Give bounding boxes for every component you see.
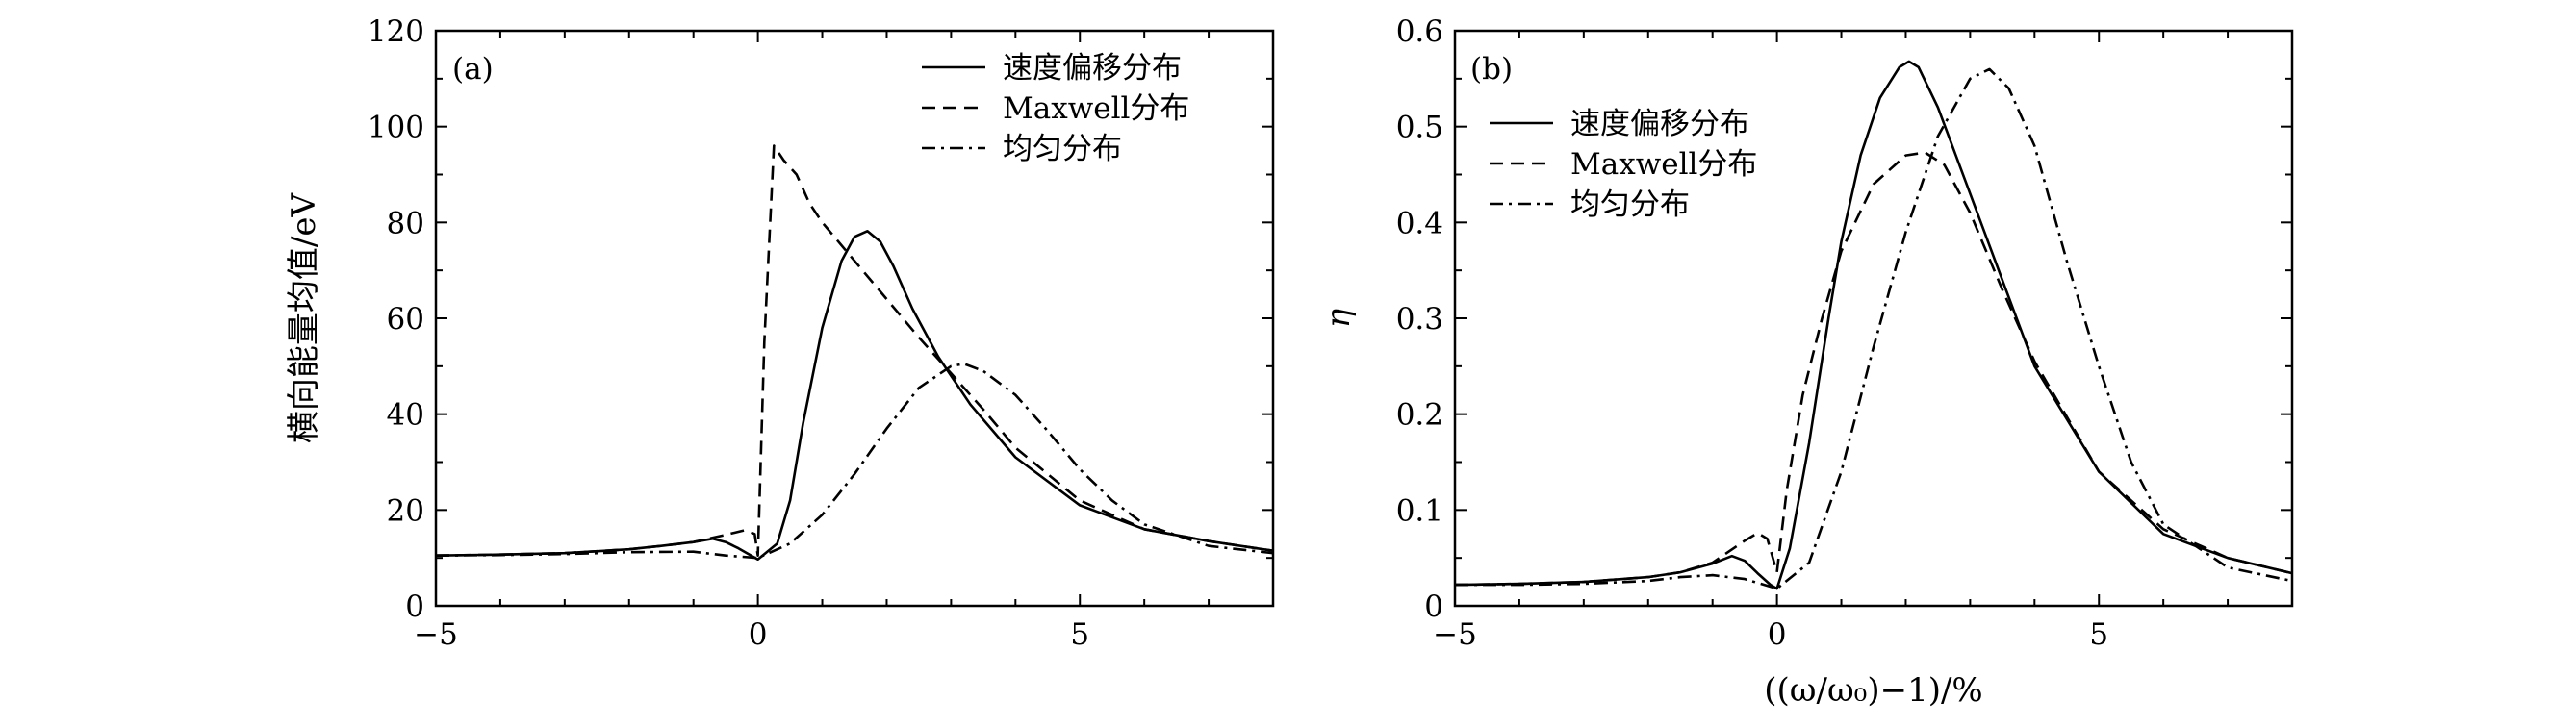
y-tick-label-a: 80 [387,206,424,240]
legend-label-b-dashdot: 均匀分布 [1570,188,1690,222]
y-axis-title-a: 横向能量均值/eV [285,191,323,443]
series-line-b-dashed [1455,151,2292,587]
y-tick-label-b: 0.6 [1396,14,1443,49]
legend-label-a-dashdot: 均匀分布 [1003,132,1122,166]
series-line-b-dashdot [1455,67,2292,590]
y-tick-label-b: 0 [1424,589,1443,624]
panel-label-b: (b) [1470,52,1513,87]
series-line-a-dashed [436,144,1273,557]
y-tick-label-b: 0.4 [1396,206,1443,240]
y-tick-label-a: 120 [368,14,424,49]
legend-label-a-dashed: Maxwell分布 [1003,91,1189,126]
series-lines-a [436,144,1273,561]
legend-label-a-solid: 速度偏移分布 [1003,51,1182,86]
series-line-a-dashdot [436,363,1273,560]
y-tick-label-b: 0.5 [1396,111,1443,145]
y-tick-label-b: 0.2 [1396,398,1443,433]
series-line-a-solid [436,230,1273,561]
legend-label-b-solid: 速度偏移分布 [1570,107,1749,141]
y-tick-label-a: 100 [368,111,424,145]
x-tick-label-a: 0 [749,617,768,652]
y-tick-label-a: 20 [387,493,424,528]
y-tick-label-a: 40 [387,398,424,433]
x-tick-label-b: 0 [1768,617,1787,652]
x-tick-label-a: 5 [1070,617,1089,652]
series-lines-b [1455,60,2292,590]
y-tick-label-a: 0 [405,589,424,624]
axis-ticks-b: −5 0 500.10.20.30.40.50.6 [1396,14,2293,652]
y-tick-label-a: 60 [387,302,424,337]
legend-label-b-dashed: Maxwell分布 [1570,147,1757,182]
x-tick-label-a: −5 [414,617,458,652]
x-tick-label-b: 5 [2089,617,2108,652]
panel-label-a: (a) [452,52,494,87]
y-tick-label-b: 0.3 [1396,302,1443,337]
chart-panel-b: −5 0 500.10.20.30.40.50.6 (b) η ((ω/ω₀)−1)… [1319,14,2294,710]
x-tick-label-b: −5 [1433,617,1477,652]
y-axis-title-b: η [1319,308,1358,328]
y-tick-label-b: 0.1 [1396,493,1443,528]
x-axis-title-b: ((ω/ω₀)−1)/% [1764,671,1982,710]
